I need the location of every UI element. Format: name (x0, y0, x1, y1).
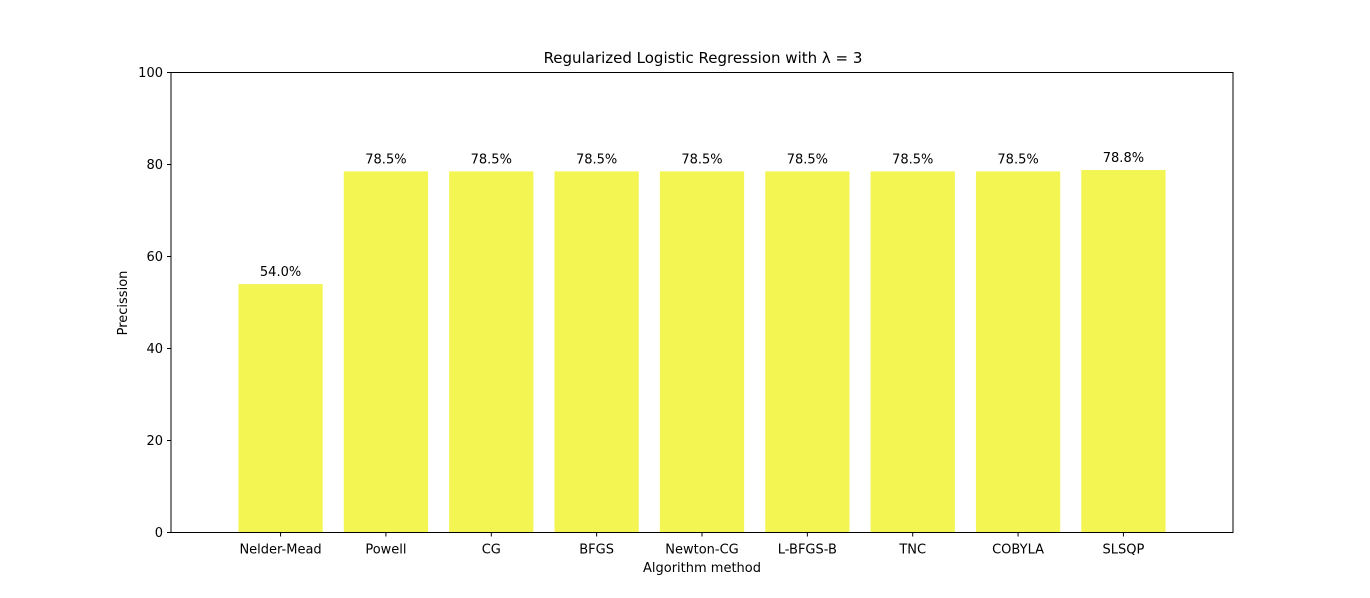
y-tick-label: 20 (146, 434, 163, 449)
bar-nelder-mead (238, 284, 323, 533)
y-axis-label: Precission (116, 271, 131, 336)
y-tick-label: 40 (146, 342, 163, 357)
y-tick-label: 0 (155, 526, 163, 541)
bar-l-bfgs-b (765, 171, 850, 533)
y-tick-label: 60 (146, 250, 163, 265)
bar-newton-cg (659, 171, 745, 533)
bars-layer (238, 170, 1166, 533)
bar-cg (449, 171, 534, 533)
x-axis-label: Algorithm method (643, 561, 761, 576)
data-label: 78.5% (681, 152, 722, 167)
bar-bfgs (554, 171, 639, 533)
x-tick-label: TNC (898, 543, 926, 558)
x-tick-label: Nelder-Mead (239, 543, 321, 558)
x-tick-label: L-BFGS-B (778, 543, 837, 558)
x-tick-label: BFGS (579, 543, 614, 558)
bar-slsqp (1081, 170, 1166, 533)
data-label: 78.5% (997, 152, 1038, 167)
x-tick-label: Newton-CG (665, 543, 739, 558)
bar-cobyla (975, 171, 1061, 533)
y-axis-ticks: 0 20 40 60 80 100 (138, 66, 171, 541)
bar-powell (343, 171, 429, 533)
x-tick-label: CG (482, 543, 501, 558)
plot-frame (170, 72, 1234, 533)
x-tick-label: SLSQP (1103, 543, 1145, 558)
chart-title: Regularized Logistic Regression with λ =… (544, 49, 863, 67)
data-label: 78.8% (1103, 151, 1144, 166)
x-tick-label: Powell (365, 543, 406, 558)
x-axis-ticks: Nelder-Mead Powell CG BFGS Newton-CG L-BFGS-B… (239, 532, 1145, 558)
data-label: 78.5% (892, 152, 933, 167)
data-labels-layer: 54.0% 78.5% 78.5% 78.5% 78.5% 78.5% 78.5% 78.5%… (260, 151, 1144, 280)
bar-tnc (870, 171, 955, 533)
data-label: 78.5% (787, 152, 828, 167)
data-label: 78.5% (576, 152, 617, 167)
data-label: 78.5% (471, 152, 512, 167)
data-label: 78.5% (365, 152, 406, 167)
x-tick-label: COBYLA (992, 543, 1044, 558)
y-tick-label: 100 (138, 66, 163, 81)
data-label: 54.0% (260, 265, 301, 280)
y-tick-label: 80 (146, 158, 163, 173)
